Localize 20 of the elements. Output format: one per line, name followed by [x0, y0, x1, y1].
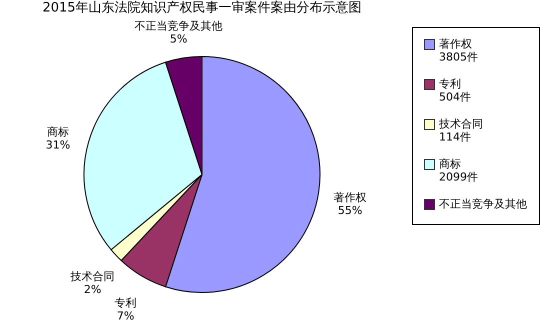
- data-label: 5%: [170, 32, 188, 46]
- data-label: 55%: [338, 204, 362, 217]
- legend-label: 著作权: [439, 38, 472, 50]
- text: 114件: [439, 130, 471, 144]
- slice-label: 商标: [46, 126, 69, 139]
- slice-label: 不正当竞争及其他: [134, 19, 223, 32]
- text: 504件: [439, 90, 471, 104]
- slice-label: 技术合同: [70, 270, 115, 284]
- data-label: 31%: [46, 138, 70, 152]
- text: 3805件: [439, 50, 478, 64]
- chart-title: 2015年山东法院知识产权民事一审案件案由分布示意图: [42, 0, 362, 16]
- legend-label: 专利: [439, 78, 461, 90]
- legend-label: 不正当竞争及其他: [439, 198, 527, 210]
- legend-label: 技术合同: [438, 118, 483, 130]
- text: 2099件: [439, 170, 478, 184]
- slice-label: 著作权: [334, 190, 367, 204]
- slice-label: 专利: [114, 296, 137, 310]
- legend-label: 商标: [439, 158, 461, 170]
- data-label: 7%: [116, 310, 134, 323]
- data-label: 2%: [84, 283, 102, 296]
